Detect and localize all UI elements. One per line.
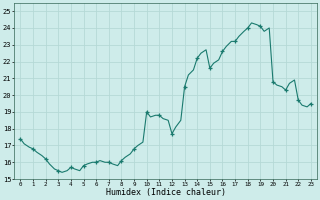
X-axis label: Humidex (Indice chaleur): Humidex (Indice chaleur) [106,188,226,197]
